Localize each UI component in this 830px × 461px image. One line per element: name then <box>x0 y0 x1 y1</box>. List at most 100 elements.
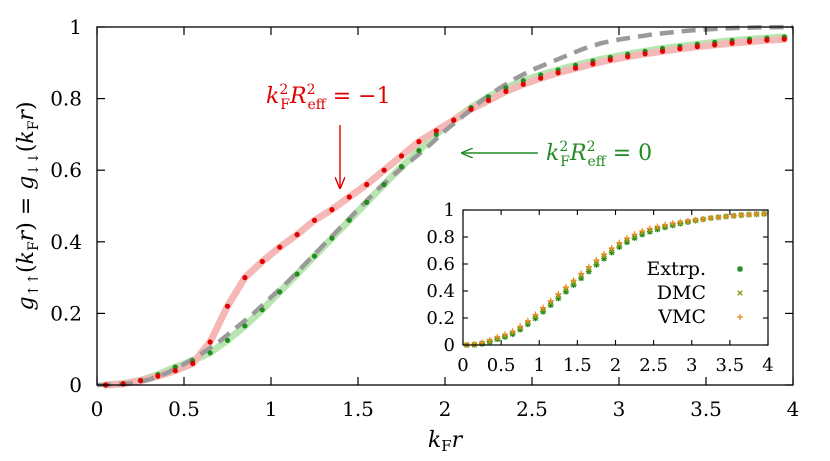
series-1-point <box>607 57 613 63</box>
y-tick-label: 0 <box>69 373 82 397</box>
series-0-point <box>520 78 526 84</box>
annotation-green: k2 FR2 eff = 0 <box>462 139 652 170</box>
inset-series-2-point <box>562 284 569 291</box>
main-bands <box>102 33 788 389</box>
series-1-point <box>398 153 405 159</box>
series-0-point <box>398 164 405 170</box>
inset-series-2-point <box>707 215 714 222</box>
series-1-point <box>572 65 579 71</box>
y-tick-label: 0.4 <box>50 230 82 254</box>
inset-series-2-point <box>540 304 547 311</box>
series-1-point <box>781 36 787 42</box>
inset-series-2-point <box>570 277 577 284</box>
inset-series-2-point <box>646 225 653 232</box>
series-1-point <box>677 46 683 52</box>
x-tick-label: 2 <box>439 397 452 421</box>
series-1-point <box>520 81 526 87</box>
inset-y-tick-label: 0.4 <box>426 281 455 302</box>
inset-x-tick-label: 2.5 <box>639 355 668 376</box>
x-tick-label: 3.5 <box>690 397 722 421</box>
inset-x-tick-label: 1 <box>534 355 545 376</box>
main-plot: 0 0.5 1 1.5 2 2.5 3 3.5 4 0 0.2 0.4 0.6 0.8 1 kFr g↑↑(… <box>14 15 799 455</box>
y-tick-label: 0.2 <box>50 301 82 325</box>
inset-x-tick-label: 4 <box>762 355 773 376</box>
series-0-point <box>224 337 231 343</box>
series-1-point <box>729 40 735 46</box>
inset-x-tick-label: 3 <box>686 355 697 376</box>
legend-label: VMC <box>657 306 706 328</box>
inset-series-2-point <box>631 231 638 238</box>
series-1-point <box>712 42 718 48</box>
series-1-point <box>433 128 439 134</box>
inset-series-2-point <box>509 328 516 335</box>
series-1-point <box>659 48 666 54</box>
series-1-point <box>346 194 352 200</box>
series-1-point <box>207 339 213 345</box>
inset-series-2-point <box>524 317 531 324</box>
inset-background <box>463 210 768 345</box>
series-1-point <box>625 54 631 60</box>
inset-series-2-point <box>715 214 722 221</box>
y-tick-label: 1 <box>69 15 82 39</box>
series-1-point <box>155 373 161 379</box>
inset-series-2-point <box>593 256 600 263</box>
legend-marker <box>737 266 743 272</box>
main-tick-labels: 0 0.5 1 1.5 2 2.5 3 3.5 4 0 0.2 0.4 0.6 0.8 1 <box>50 15 799 421</box>
series-1-point <box>311 217 318 223</box>
x-tick-label: 4 <box>787 397 800 421</box>
series-1-point <box>277 244 283 250</box>
series-1-point <box>451 117 457 123</box>
x-tick-label: 2.5 <box>516 397 548 421</box>
series-1-point <box>416 139 422 145</box>
legend-marker <box>737 290 743 296</box>
inset-x-tick-label: 3.5 <box>716 355 745 376</box>
y-axis-label: g↑↑(kFr) = g↓↓(kFr) <box>14 101 42 310</box>
inset-series-2-point <box>585 263 592 270</box>
series-0-point <box>277 289 283 295</box>
series-1-point <box>364 181 370 188</box>
main-frame <box>96 26 794 386</box>
inset-series-2-point <box>738 212 745 219</box>
main-points <box>103 34 787 388</box>
inset-x-tick-label: 2 <box>610 355 621 376</box>
series-0-point <box>346 217 352 223</box>
svg-text:g↑↑(kFr) = g↓↓(kFr): g↑↑(kFr) = g↓↓(kFr) <box>14 101 42 310</box>
series-0-point <box>259 307 265 313</box>
inset-series-2-point <box>616 239 623 246</box>
inset-series-2-point <box>494 334 501 341</box>
y-tick-label: 0.8 <box>50 87 82 111</box>
x-tick-label: 3 <box>613 397 626 421</box>
series-0-point <box>294 271 300 277</box>
inset-frame <box>462 209 769 346</box>
series-0-point <box>416 147 422 154</box>
legend-marker <box>737 314 743 320</box>
series-0-point <box>381 181 387 188</box>
x-tick-label: 1.5 <box>342 397 374 421</box>
inset-x-tick-label: 1.5 <box>563 355 592 376</box>
series-1-point <box>224 303 231 309</box>
series-1-point <box>329 207 335 213</box>
inset-series-2-point <box>471 341 478 348</box>
inset-series-2-point <box>601 250 608 257</box>
inset-series-2-point <box>662 221 669 228</box>
inset-series-2-point <box>608 244 615 251</box>
inset-series-2-point <box>723 213 730 220</box>
series-1-point <box>381 167 387 173</box>
inset-series-2-point <box>547 297 554 304</box>
inset-y-tick-label: 0.2 <box>426 308 455 329</box>
series-1-point <box>503 88 509 94</box>
inset-y-tick-label: 0 <box>444 335 455 356</box>
series-1-point <box>242 275 248 281</box>
inset-series-2-point <box>684 217 691 224</box>
inset-series-2-point <box>555 290 562 297</box>
inset-series-2-point <box>654 223 661 230</box>
inset-series-2-point <box>532 311 539 318</box>
series-0-point <box>311 253 318 259</box>
series-0-point <box>172 364 178 370</box>
inset-series-2-point <box>486 337 493 344</box>
inset-points <box>463 210 768 348</box>
series-1-point <box>642 51 648 57</box>
